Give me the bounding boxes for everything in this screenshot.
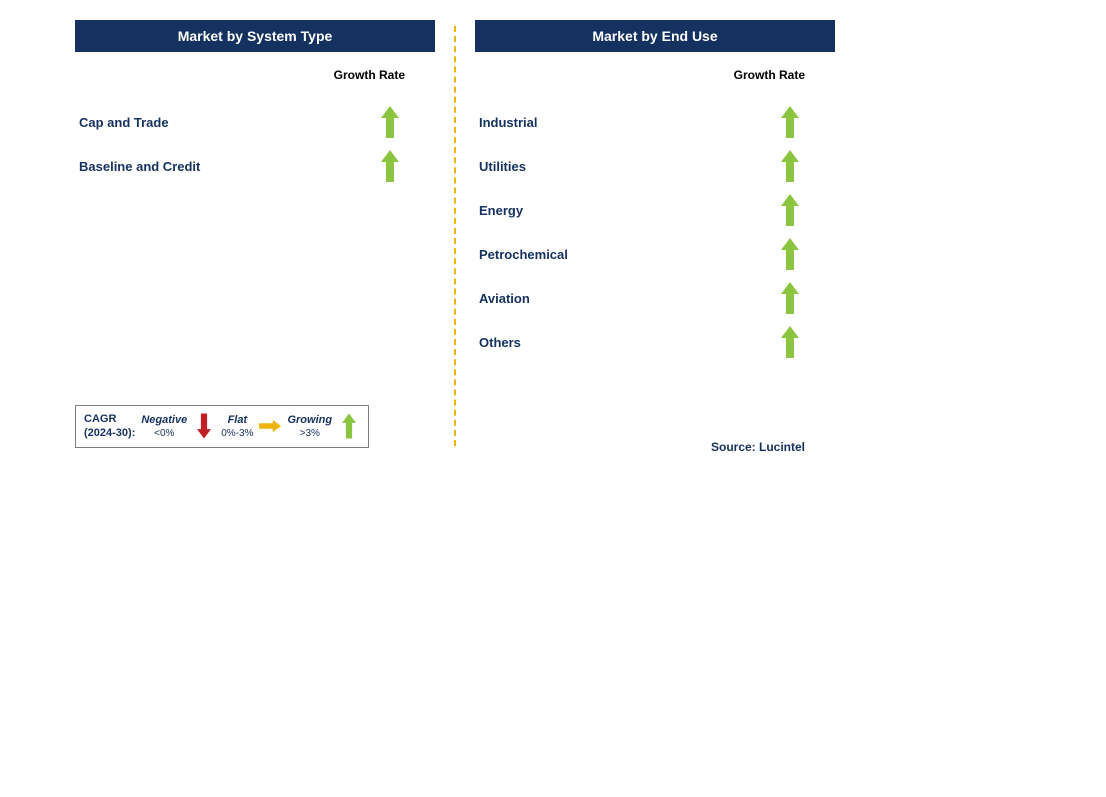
- panel-end-use: Market by End Use Growth Rate Industrial…: [475, 20, 835, 364]
- data-row: Petrochemical: [475, 232, 835, 276]
- legend-item-range: <0%: [154, 427, 174, 440]
- row-label: Aviation: [475, 291, 745, 306]
- divider-line: [454, 26, 456, 446]
- legend-title: CAGR (2024-30):: [84, 412, 135, 441]
- data-row: Aviation: [475, 276, 835, 320]
- left-rows: Cap and Trade Baseline and Credit: [75, 100, 435, 188]
- legend-item-name: Flat: [228, 413, 248, 427]
- arrow-up-icon: [781, 194, 799, 226]
- data-row: Others: [475, 320, 835, 364]
- row-label: Industrial: [475, 115, 745, 130]
- row-growth-indicator: [745, 326, 835, 358]
- panel-system-type: Market by System Type Growth Rate Cap an…: [75, 20, 435, 364]
- row-label: Cap and Trade: [75, 115, 345, 130]
- row-label: Others: [475, 335, 745, 350]
- data-row: Energy: [475, 188, 835, 232]
- row-growth-indicator: [745, 238, 835, 270]
- arrow-up-icon: [781, 326, 799, 358]
- panel-right-title: Market by End Use: [475, 20, 835, 52]
- legend-arrow-cell: [193, 413, 215, 439]
- data-row: Industrial: [475, 100, 835, 144]
- row-label: Petrochemical: [475, 247, 745, 262]
- legend-item-name: Negative: [141, 413, 187, 427]
- row-label: Utilities: [475, 159, 745, 174]
- row-growth-indicator: [345, 106, 435, 138]
- legend-arrow-cell: [338, 413, 360, 439]
- infographic-container: Market by System Type Growth Rate Cap an…: [75, 20, 835, 364]
- arrow-up-icon: [781, 106, 799, 138]
- row-label: Energy: [475, 203, 745, 218]
- data-row: Baseline and Credit: [75, 144, 435, 188]
- arrow-up-icon: [781, 282, 799, 314]
- right-rows: Industrial Utilities Energy Petrochemica…: [475, 100, 835, 364]
- legend-arrow-cell: [259, 418, 281, 434]
- legend-title-line1: CAGR: [84, 412, 135, 426]
- source-attribution: Source: Lucintel: [711, 440, 805, 454]
- arrow-up-icon: [781, 238, 799, 270]
- data-row: Cap and Trade: [75, 100, 435, 144]
- panel-left-title: Market by System Type: [75, 20, 435, 52]
- arrow-up-icon: [381, 150, 399, 182]
- legend-item-range: >3%: [300, 427, 320, 440]
- legend-item: Flat0%-3%: [221, 413, 253, 440]
- arrow-down-icon: [197, 413, 211, 439]
- panel-divider: [435, 20, 475, 364]
- legend-item-name: Growing: [287, 413, 332, 427]
- row-growth-indicator: [745, 194, 835, 226]
- row-growth-indicator: [745, 106, 835, 138]
- arrow-right-icon: [259, 418, 281, 434]
- arrow-up-icon: [342, 413, 356, 439]
- legend-item: Negative<0%: [141, 413, 187, 440]
- arrow-up-icon: [781, 150, 799, 182]
- arrow-up-icon: [381, 106, 399, 138]
- cagr-legend: CAGR (2024-30): Negative<0% Flat0%-3% Gr…: [75, 405, 369, 448]
- row-growth-indicator: [745, 150, 835, 182]
- growth-rate-header-right: Growth Rate: [734, 68, 805, 82]
- row-growth-indicator: [745, 282, 835, 314]
- legend-title-line2: (2024-30):: [84, 426, 135, 440]
- data-row: Utilities: [475, 144, 835, 188]
- row-growth-indicator: [345, 150, 435, 182]
- legend-item: Growing>3%: [287, 413, 332, 440]
- growth-rate-header-left: Growth Rate: [334, 68, 405, 82]
- legend-item-range: 0%-3%: [221, 427, 253, 440]
- row-label: Baseline and Credit: [75, 159, 345, 174]
